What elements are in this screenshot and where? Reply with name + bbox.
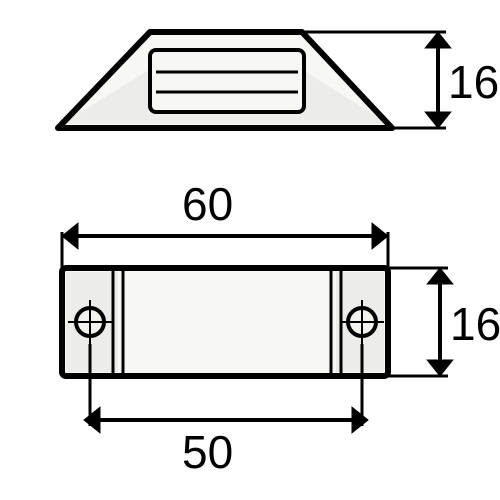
dimension-label: 16: [448, 56, 499, 108]
dimension-label: 60: [182, 178, 233, 230]
dimension-label: 50: [182, 426, 233, 478]
side-view-window: [150, 50, 304, 112]
dimension-label: 16: [450, 298, 500, 350]
